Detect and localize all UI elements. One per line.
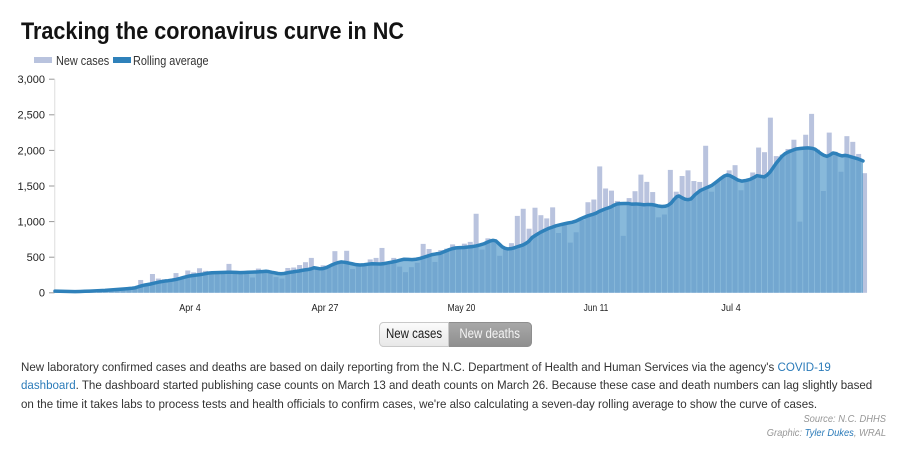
svg-text:1,500: 1,500 bbox=[17, 181, 45, 193]
svg-text:500: 500 bbox=[27, 252, 45, 264]
svg-text:0: 0 bbox=[39, 288, 45, 300]
svg-text:3,000: 3,000 bbox=[17, 74, 45, 86]
svg-text:May 20: May 20 bbox=[448, 302, 476, 314]
svg-text:Apr 4: Apr 4 bbox=[179, 302, 201, 314]
svg-text:1,000: 1,000 bbox=[17, 217, 45, 229]
svg-text:2,000: 2,000 bbox=[17, 145, 45, 157]
svg-text:Apr 27: Apr 27 bbox=[311, 302, 338, 314]
svg-text:Jul 4: Jul 4 bbox=[721, 302, 741, 314]
svg-text:Jun 11: Jun 11 bbox=[584, 302, 609, 314]
svg-text:2,500: 2,500 bbox=[17, 110, 45, 122]
